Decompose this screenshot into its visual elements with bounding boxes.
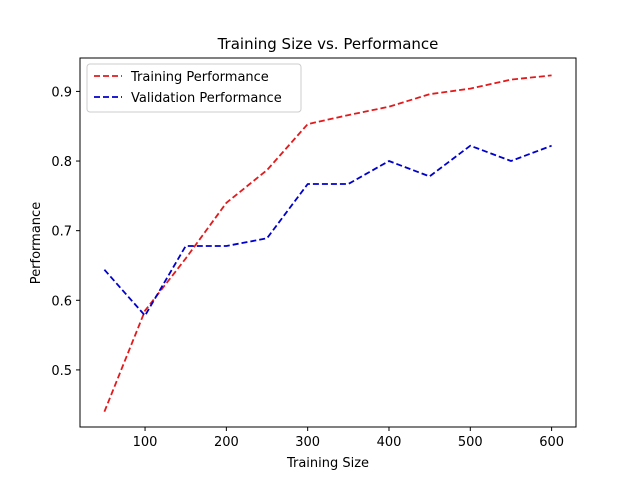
y-axis-label: Performance — [29, 202, 44, 284]
series-layer — [103, 74, 552, 413]
y-tick-label: 0.8 — [51, 155, 72, 170]
y-axis-ticks: 0.5 0.6 0.7 0.8 0.9 — [51, 85, 80, 379]
legend-label-training: Training Performance — [130, 70, 269, 85]
x-tick-label: 300 — [295, 435, 320, 450]
legend-box — [86, 63, 302, 113]
y-tick-label: 0.5 — [51, 364, 72, 379]
x-tick-label: 400 — [377, 435, 402, 450]
x-axis-ticks: 100 200 300 400 500 600 — [133, 427, 564, 450]
y-tick-label: 0.9 — [51, 85, 72, 100]
training-performance-line — [103, 74, 552, 413]
plot-frame — [79, 57, 577, 428]
y-tick-label: 0.6 — [51, 294, 72, 309]
plot-area: 100 200 300 400 500 600 0.5 0.6 0.7 0.8 0.9 — [51, 57, 577, 450]
y-tick-label: 0.7 — [51, 225, 72, 240]
x-tick-label: 500 — [458, 435, 483, 450]
x-tick-label: 600 — [539, 435, 564, 450]
chart-title: Training Size vs. Performance — [217, 35, 439, 53]
legend-label-validation: Validation Performance — [131, 91, 282, 106]
x-axis-label: Training Size — [286, 456, 369, 471]
validation-performance-line — [103, 144, 552, 317]
x-tick-label: 200 — [214, 435, 239, 450]
x-tick-label: 100 — [133, 435, 158, 450]
legend: Training Performance Validation Performa… — [86, 63, 302, 113]
